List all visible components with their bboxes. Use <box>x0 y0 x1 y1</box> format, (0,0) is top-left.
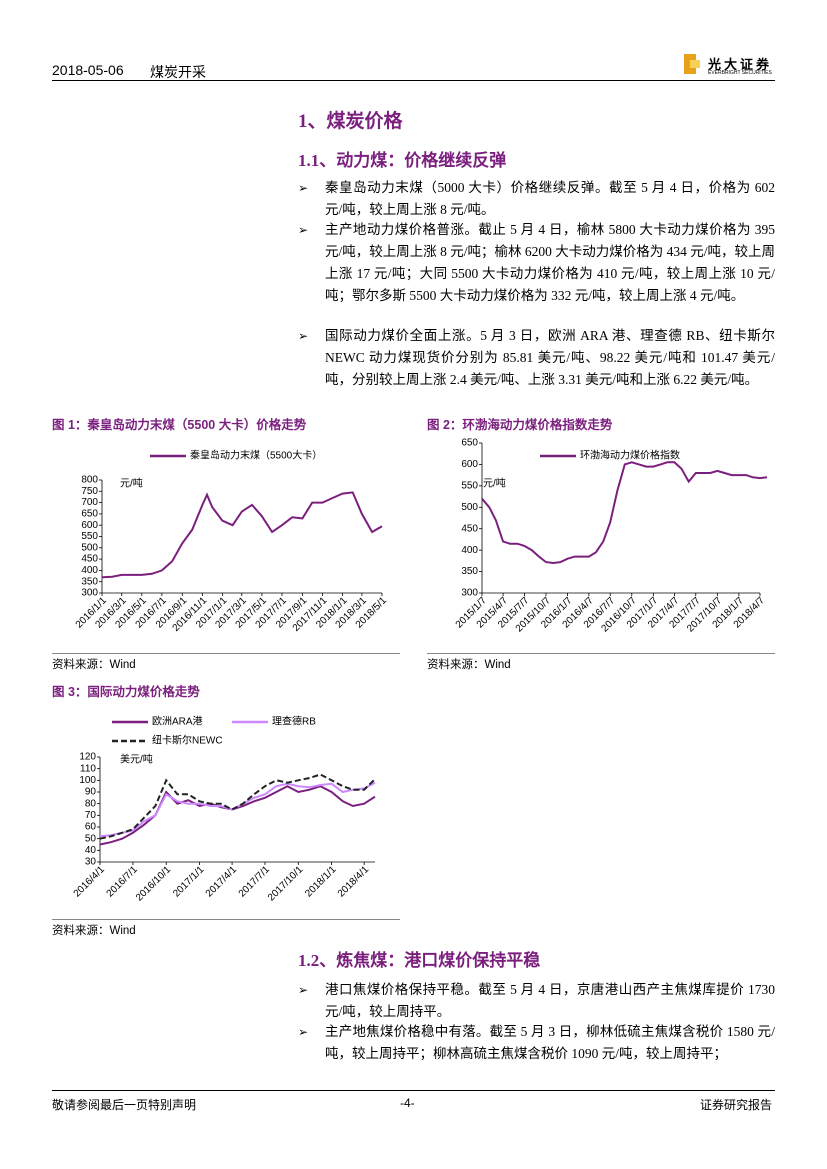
series-line <box>481 461 768 565</box>
x-tick-label: 2016/4/1 <box>72 864 108 900</box>
x-tick-label: 2017/10/1 <box>266 864 306 904</box>
y-tick-label: 120 <box>79 752 96 763</box>
y-tick-label: 400 <box>81 565 98 576</box>
legend-label: 欧洲ARA港 <box>152 716 203 728</box>
legend-label: 纽卡斯尔NEWC <box>152 734 223 747</box>
bullet: 秦皇岛动力末煤（5000 大卡）价格继续反弹。截至 5 月 4 日，价格为 60… <box>298 177 775 221</box>
legend-label: 环渤海动力煤价格指数 <box>580 449 680 462</box>
figure-source: 资料来源：Wind <box>427 659 511 671</box>
subsection-title: 1.1、动力煤：价格继续反弹 <box>298 151 507 170</box>
bullet: 主产地动力煤价格普涨。截止 5 月 4 日，榆林 5800 大卡动力煤价格为 3… <box>298 219 775 307</box>
figure-source: 资料来源：Wind <box>52 925 136 937</box>
series-line <box>99 781 376 838</box>
chart: 3003504004505005506006507007508002016/1/… <box>74 449 390 634</box>
footer-left: 敬请参阅最后一页特别声明 <box>52 1098 197 1112</box>
x-tick-label: 2016/10/1 <box>134 864 174 904</box>
logo-shape <box>690 60 700 68</box>
logo-en: EVERBRIGHT SECURITIES <box>708 70 772 76</box>
legend-label: 秦皇岛动力末煤（5500大卡） <box>190 449 322 462</box>
figure-title: 图 2：环渤海动力煤价格指数走势 <box>427 418 613 432</box>
bullet: 国际动力煤价全面上涨。5 月 3 日，欧洲 ARA 港、理查德 RB、纽卡斯尔 … <box>298 325 775 391</box>
logo-text: 光大证券 <box>708 57 773 72</box>
y-tick-label: 60 <box>85 822 97 833</box>
bullet: 主产地焦煤价格稳中有落。截至 5 月 3 日，柳林低硫主焦煤含税价 1580 元… <box>298 1021 775 1065</box>
footer-page: -4- <box>400 1096 415 1110</box>
unit-label: 元/吨 <box>120 477 143 490</box>
chart: 3003504004505005506006502015/1/72015/4/7… <box>454 438 768 635</box>
y-tick-label: 600 <box>81 520 98 531</box>
legend-label: 理查德RB <box>272 715 316 728</box>
x-tick-label: 2018/1/1 <box>303 864 339 900</box>
y-tick-label: 750 <box>81 486 98 497</box>
footer-rule <box>52 1090 775 1091</box>
y-tick-label: 40 <box>85 845 97 856</box>
y-tick-label: 50 <box>85 833 97 844</box>
y-tick-label: 800 <box>81 475 98 486</box>
y-tick-label: 500 <box>461 502 478 513</box>
y-tick-label: 300 <box>81 588 98 599</box>
y-tick-label: 700 <box>81 497 98 508</box>
y-tick-label: 600 <box>461 459 478 470</box>
y-tick-label: 80 <box>85 798 97 809</box>
figure-title: 图 1：秦皇岛动力末煤（5500 大卡）价格走势 <box>52 418 307 432</box>
y-tick-label: 300 <box>461 588 478 599</box>
x-tick-label: 2018/4/1 <box>336 864 372 900</box>
y-tick-label: 350 <box>81 576 98 587</box>
unit-label: 美元/吨 <box>120 753 153 766</box>
y-tick-label: 110 <box>80 763 96 774</box>
series-line <box>99 785 376 846</box>
y-tick-label: 450 <box>461 523 478 534</box>
bullet: 港口焦煤价格保持平稳。截至 5 月 4 日，京唐港山西产主焦煤库提价 1730 … <box>298 979 775 1023</box>
y-tick-label: 400 <box>461 545 478 556</box>
header-date: 2018-05-06 <box>52 62 124 78</box>
y-tick-label: 90 <box>85 787 97 798</box>
figure-source: 资料来源：Wind <box>52 659 136 671</box>
series-line <box>99 773 376 840</box>
unit-label: 元/吨 <box>483 477 506 490</box>
figure-rule <box>427 653 775 654</box>
y-tick-label: 650 <box>461 438 478 449</box>
chart: 304050607080901001101202016/4/12016/7/12… <box>72 715 376 904</box>
footer-right: 证券研究报告 <box>700 1098 773 1112</box>
y-tick-label: 100 <box>79 775 96 786</box>
y-tick-label: 650 <box>81 509 98 520</box>
series-line <box>101 491 383 579</box>
figure-rule <box>52 653 400 654</box>
figure-rule <box>52 919 400 920</box>
logo-icon <box>684 54 700 74</box>
header-category: 煤炭开采 <box>150 64 206 80</box>
x-tick-label: 2017/4/1 <box>204 864 240 900</box>
section-title: 1、煤炭价格 <box>298 111 403 132</box>
figure-title: 图 3：国际动力煤价格走势 <box>52 685 200 699</box>
y-tick-label: 550 <box>461 480 478 491</box>
y-tick-label: 450 <box>81 554 98 565</box>
y-tick-label: 350 <box>461 566 478 577</box>
y-tick-label: 500 <box>81 542 98 553</box>
header-rule <box>52 80 775 81</box>
y-tick-label: 30 <box>85 857 97 868</box>
subsection-title: 1.2、炼焦煤：港口煤价保持平稳 <box>298 951 541 970</box>
x-tick-label: 2017/1/1 <box>171 864 207 900</box>
y-tick-label: 550 <box>81 531 98 542</box>
y-tick-label: 70 <box>85 810 97 821</box>
